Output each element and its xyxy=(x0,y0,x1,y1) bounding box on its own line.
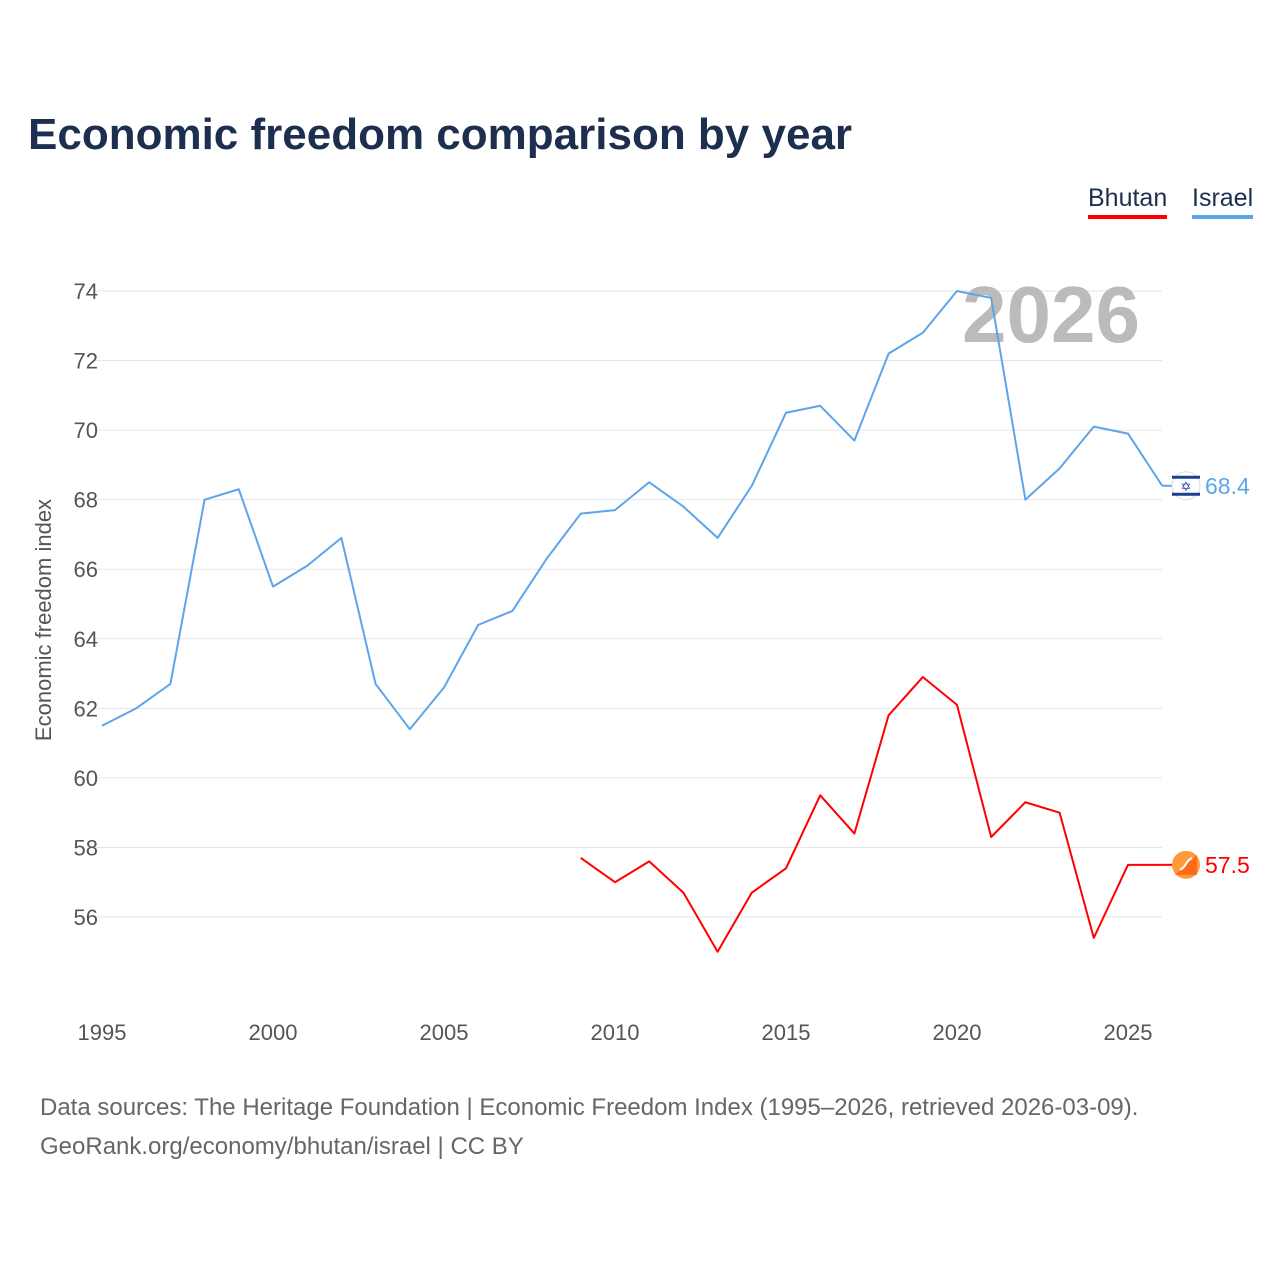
data-point-israel[interactable] xyxy=(1091,424,1097,430)
data-point-israel[interactable] xyxy=(373,681,379,687)
y-tick-label: 58 xyxy=(74,835,98,860)
data-point-bhutan[interactable] xyxy=(817,792,823,798)
data-point-bhutan[interactable] xyxy=(886,712,892,718)
data-point-bhutan[interactable] xyxy=(749,890,755,896)
data-point-israel[interactable] xyxy=(886,351,892,357)
data-point-israel[interactable] xyxy=(783,410,789,416)
data-point-bhutan[interactable] xyxy=(1125,862,1131,868)
data-point-bhutan[interactable] xyxy=(612,879,618,885)
data-point-bhutan[interactable] xyxy=(1022,799,1028,805)
bhutan-flag-icon xyxy=(1172,850,1200,879)
data-point-israel[interactable] xyxy=(1057,465,1063,471)
data-point-bhutan[interactable] xyxy=(680,890,686,896)
x-tick-label: 2005 xyxy=(420,1020,469,1045)
y-tick-label: 68 xyxy=(74,488,98,513)
year-annotation: 2026 xyxy=(962,270,1140,359)
series-line-bhutan[interactable] xyxy=(580,676,1163,953)
data-point-bhutan[interactable] xyxy=(920,674,926,680)
data-point-israel[interactable] xyxy=(509,608,515,614)
data-point-bhutan[interactable] xyxy=(1057,810,1063,816)
y-tick-label: 62 xyxy=(74,696,98,721)
series-line-israel[interactable] xyxy=(101,290,1164,731)
chart-title: Economic freedom comparison by year xyxy=(28,110,853,159)
data-point-israel[interactable] xyxy=(1022,497,1028,503)
legend-bhutan[interactable]: Bhutan xyxy=(1088,184,1168,219)
y-tick-label: 74 xyxy=(74,279,98,304)
x-tick-label: 2025 xyxy=(1104,1020,1153,1045)
data-point-israel[interactable] xyxy=(920,330,926,336)
data-point-israel[interactable] xyxy=(1125,431,1131,437)
data-point-israel[interactable] xyxy=(988,295,994,301)
legend-israel[interactable]: Israel xyxy=(1192,184,1254,219)
svg-text:✡: ✡ xyxy=(1181,479,1192,494)
y-tick-label: 60 xyxy=(74,766,98,791)
data-point-israel[interactable] xyxy=(578,511,584,517)
data-point-bhutan[interactable] xyxy=(954,702,960,708)
end-label-israel: 68.4 xyxy=(1205,473,1250,499)
data-point-bhutan[interactable] xyxy=(988,834,994,840)
source-line-1: Data sources: The Heritage Foundation | … xyxy=(40,1094,1139,1121)
data-point-israel[interactable] xyxy=(646,479,652,485)
data-point-israel[interactable] xyxy=(715,535,721,541)
data-point-israel[interactable] xyxy=(441,684,447,690)
data-point-israel[interactable] xyxy=(817,403,823,409)
y-axis-label: Economic freedom index xyxy=(31,499,56,741)
x-tick-label: 1995 xyxy=(78,1020,127,1045)
data-point-israel[interactable] xyxy=(304,563,310,569)
data-point-bhutan[interactable] xyxy=(1091,935,1097,941)
data-point-israel[interactable] xyxy=(338,535,344,541)
data-point-israel[interactable] xyxy=(407,726,413,732)
y-tick-label: 72 xyxy=(74,349,98,374)
data-point-israel[interactable] xyxy=(202,497,208,503)
data-point-bhutan[interactable] xyxy=(715,949,721,955)
data-point-bhutan[interactable] xyxy=(646,858,652,864)
data-point-israel[interactable] xyxy=(167,681,173,687)
data-point-israel[interactable] xyxy=(954,288,960,294)
x-tick-label: 2015 xyxy=(762,1020,811,1045)
y-tick-label: 70 xyxy=(74,418,98,443)
end-label-bhutan: 57.5 xyxy=(1205,852,1250,878)
data-point-israel[interactable] xyxy=(544,556,550,562)
data-point-israel[interactable] xyxy=(475,622,481,628)
y-tick-label: 64 xyxy=(74,627,98,652)
source-note: Data sources: The Heritage Foundation | … xyxy=(40,1088,1138,1166)
source-line-2[interactable]: GeoRank.org/economy/bhutan/israel | CC B… xyxy=(40,1133,524,1160)
data-point-bhutan[interactable] xyxy=(783,865,789,871)
x-tick-label: 2020 xyxy=(933,1020,982,1045)
data-point-israel[interactable] xyxy=(99,723,105,729)
data-point-israel[interactable] xyxy=(680,504,686,510)
y-tick-label: 66 xyxy=(74,557,98,582)
data-point-israel[interactable] xyxy=(236,486,242,492)
data-point-israel[interactable] xyxy=(851,438,857,444)
data-point-israel[interactable] xyxy=(133,705,139,711)
x-tick-label: 2010 xyxy=(591,1020,640,1045)
israel-flag-icon: ✡ xyxy=(1171,471,1201,501)
data-point-israel[interactable] xyxy=(270,584,276,590)
data-point-bhutan[interactable] xyxy=(851,831,857,837)
x-tick-label: 2000 xyxy=(249,1020,298,1045)
data-point-bhutan[interactable] xyxy=(578,855,584,861)
data-point-israel[interactable] xyxy=(749,483,755,489)
y-tick-label: 56 xyxy=(74,905,98,930)
data-point-israel[interactable] xyxy=(612,507,618,513)
